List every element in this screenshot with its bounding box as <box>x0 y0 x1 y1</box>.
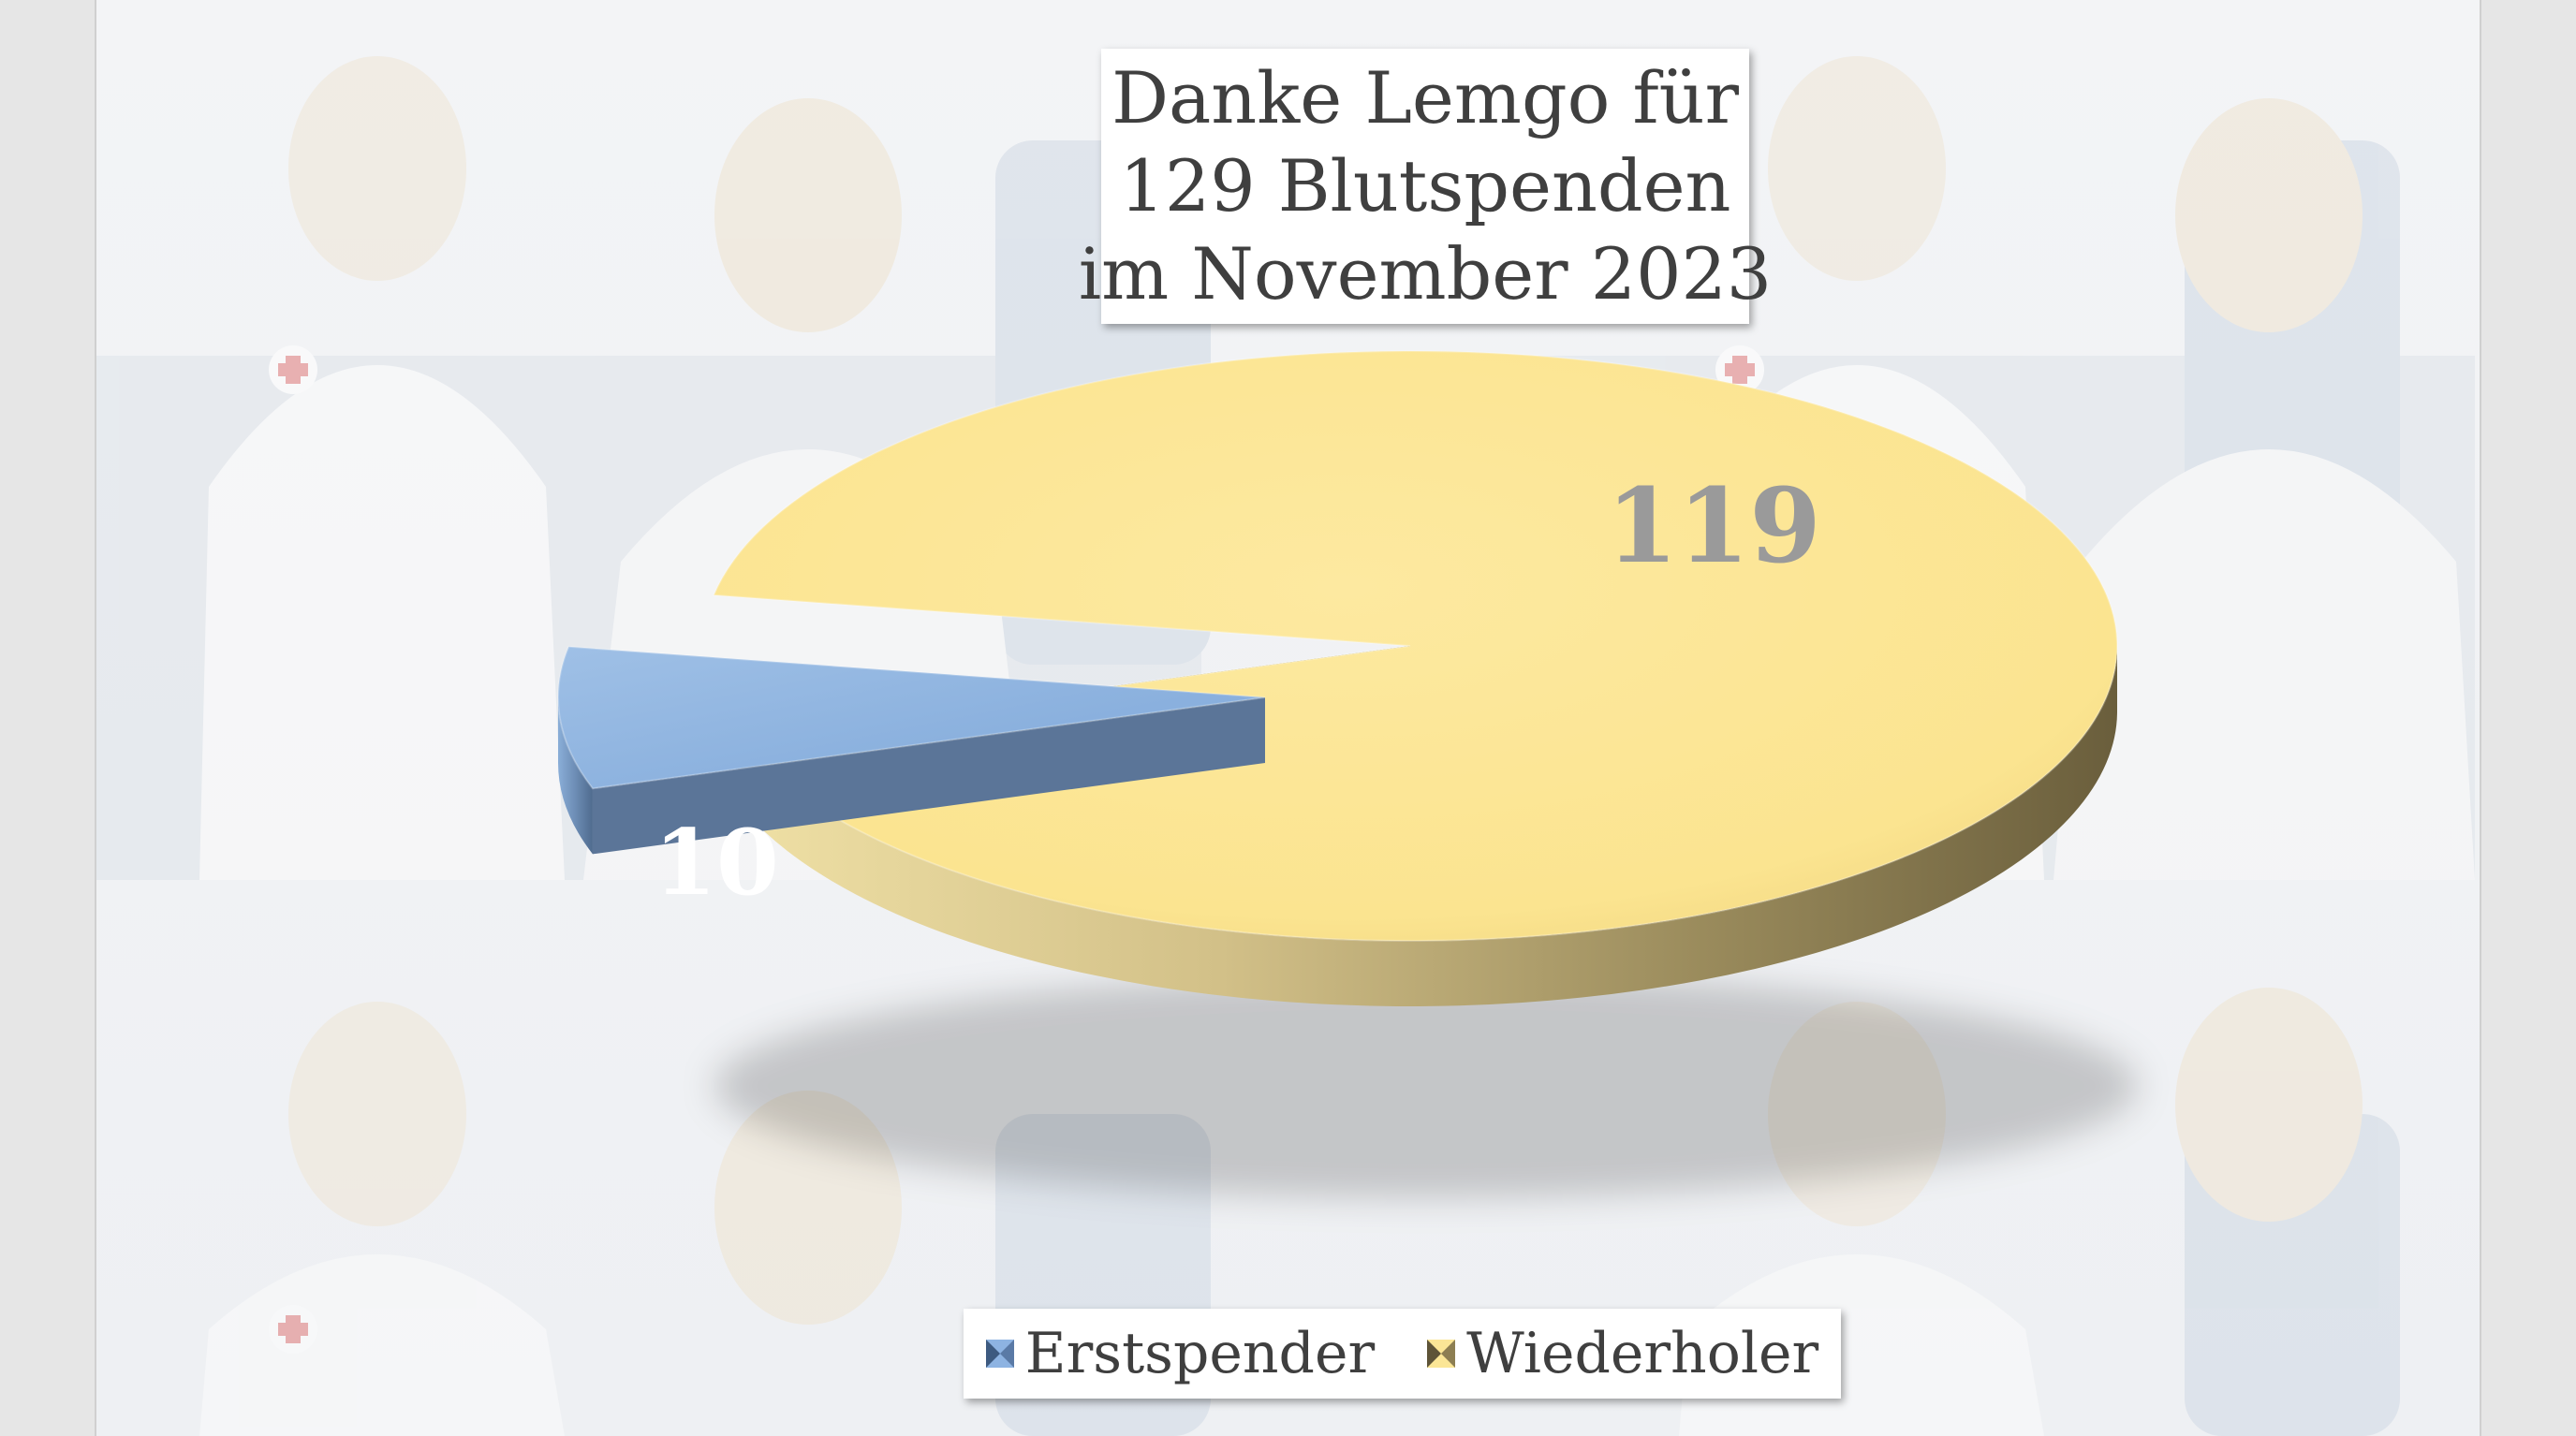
pie-slice-side <box>558 697 593 855</box>
pie-slice-erstspender <box>557 645 1266 855</box>
legend-item-erstspender: Erstspender <box>985 1321 1376 1386</box>
pie-shadow <box>714 974 2138 1198</box>
data-label-wiederholer: 119 <box>1606 465 1821 586</box>
pie-chart: 10 119 <box>557 350 2138 1198</box>
slide: 10 119 Danke Lemgo für 129 Blutspenden im… <box>95 0 2481 1436</box>
blue-square-icon <box>985 1340 1014 1368</box>
pie-slice-cut-face <box>592 697 1265 855</box>
pie-slice-side <box>737 646 2117 1006</box>
legend-label-wiederholer: Wiederholer <box>1466 1321 1819 1386</box>
chart-legend: Erstspender Wiederholer <box>964 1309 1841 1399</box>
data-label-erstspender: 10 <box>654 810 779 916</box>
legend-item-wiederholer: Wiederholer <box>1427 1321 1818 1386</box>
pie-slice-top <box>557 645 1266 790</box>
legend-label-erstspender: Erstspender <box>1024 1321 1376 1386</box>
chart-title: Danke Lemgo für 129 Blutspenden im Novem… <box>1079 49 1772 324</box>
title-line-1: Danke Lemgo für <box>1111 56 1739 139</box>
title-line-3: im November 2023 <box>1078 232 1773 315</box>
title-line-2: 129 Blutspenden <box>1119 144 1731 227</box>
yellow-square-icon <box>1427 1340 1456 1368</box>
pie-slice-top <box>712 350 2118 942</box>
